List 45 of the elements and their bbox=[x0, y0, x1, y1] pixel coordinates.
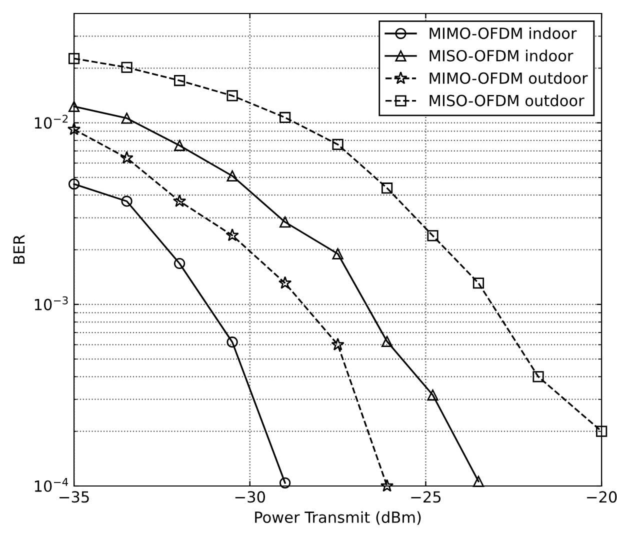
point bbox=[472, 278, 484, 289]
point bbox=[532, 371, 544, 382]
point bbox=[68, 52, 80, 64]
point bbox=[332, 248, 344, 260]
point bbox=[427, 389, 438, 401]
point bbox=[381, 182, 393, 194]
point bbox=[331, 338, 344, 350]
point bbox=[596, 426, 608, 437]
point bbox=[280, 477, 291, 488]
point bbox=[332, 138, 344, 150]
point bbox=[121, 196, 132, 207]
point bbox=[172, 194, 186, 207]
x-tick-label: −30 bbox=[235, 491, 265, 503]
point bbox=[226, 170, 238, 182]
y-axis-title: BER bbox=[13, 234, 25, 264]
point bbox=[226, 228, 239, 242]
point bbox=[381, 336, 393, 348]
y-tick-label: 10$^{−3}$ bbox=[34, 296, 68, 310]
point bbox=[68, 178, 80, 190]
point bbox=[174, 258, 186, 270]
y-tick-label: 10$^{−4}$ bbox=[34, 478, 68, 492]
point bbox=[121, 112, 132, 124]
point bbox=[174, 74, 186, 86]
point bbox=[174, 140, 186, 152]
y-tick-label: 10$^{−2}$ bbox=[34, 114, 68, 129]
legend-label: MIMO-OFDM indoor bbox=[430, 27, 577, 40]
legend-label: MISO-OFDM indoor bbox=[430, 50, 574, 62]
point bbox=[67, 122, 81, 136]
point bbox=[226, 336, 238, 348]
legend-label: MISO-OFDM outdoor bbox=[430, 94, 584, 106]
x-tick-label: −35 bbox=[60, 491, 89, 503]
point bbox=[472, 476, 484, 487]
point bbox=[427, 230, 438, 242]
point bbox=[226, 90, 238, 102]
point bbox=[280, 216, 291, 228]
point bbox=[280, 112, 291, 124]
point bbox=[121, 62, 132, 73]
x-tick-label: −25 bbox=[411, 491, 441, 503]
x-tick-label: −20 bbox=[587, 491, 617, 503]
x-axis-title: Power Transmit (dBm) bbox=[255, 511, 421, 525]
point bbox=[120, 151, 134, 164]
point bbox=[380, 479, 394, 492]
point bbox=[278, 276, 292, 289]
point bbox=[68, 100, 80, 112]
legend-label: MIMO-OFDM outdoor bbox=[430, 72, 588, 84]
